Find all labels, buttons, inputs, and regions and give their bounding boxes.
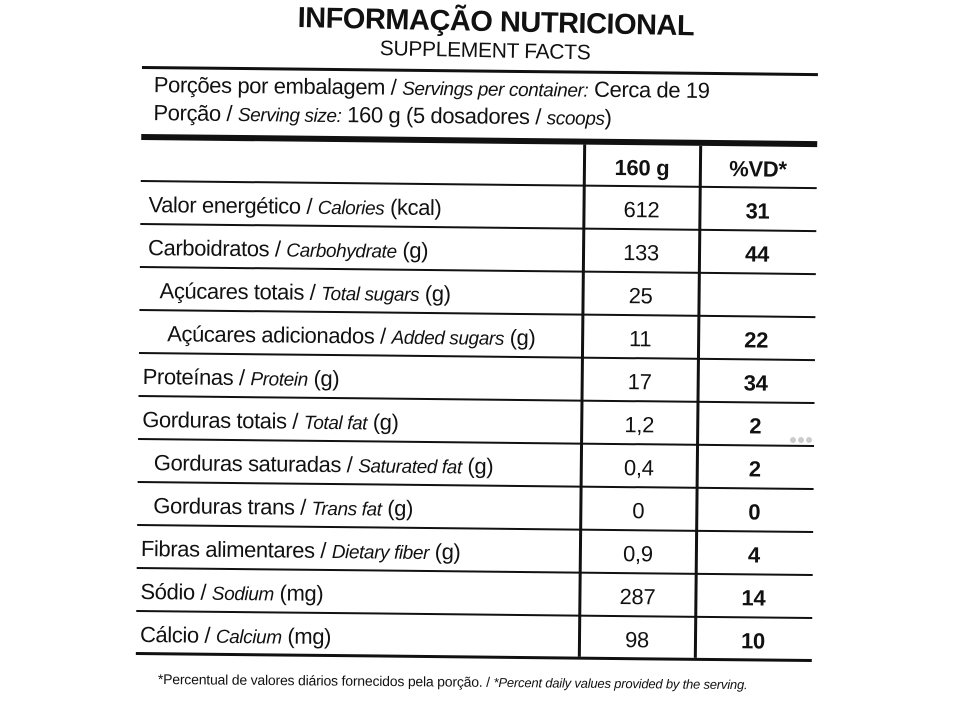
nutrition-facts-panel: Porções por embalagem / Servings per con… (135, 64, 818, 671)
label-unit: (g) (366, 409, 399, 435)
row-amount: 25 (628, 283, 653, 309)
label-en: Trans fat (311, 498, 382, 521)
serving-size-en: Serving size: (237, 105, 342, 128)
label-en: Total fat (303, 412, 368, 435)
label-unit: (g) (428, 539, 461, 565)
row-amount: 287 (619, 584, 656, 610)
row-label: Açúcares totais / Total sugars (g) (159, 278, 450, 307)
row-label: Sódio / Sodium (mg) (140, 579, 323, 607)
row-label: Gorduras totais / Total fat (g) (142, 407, 399, 436)
label-pt: Açúcares totais / (159, 278, 322, 305)
row-dv: 10 (740, 628, 766, 654)
row-amount: 0 (632, 498, 645, 524)
label-pt: Gorduras totais / (142, 407, 304, 434)
label-unit: (mg) (281, 623, 332, 650)
row-amount: 133 (623, 240, 660, 266)
label-pt: Proteínas / (142, 364, 251, 391)
row-label: Fibras alimentares / Dietary fiber (g) (141, 536, 461, 565)
row-amount: 0,9 (622, 541, 653, 567)
row-amount: 0,4 (623, 455, 654, 481)
row-label: Cálcio / Calcium (mg) (140, 622, 331, 650)
label-unit: (kcal) (384, 194, 442, 221)
label-unit: (g) (381, 495, 414, 521)
row-dv: 31 (745, 198, 770, 224)
row-dv (702, 284, 812, 285)
row-dv: 44 (744, 241, 770, 267)
label-unit: (g) (419, 280, 451, 307)
speckle-mark (790, 430, 850, 443)
serving-size: Porção / Serving size: 160 g (5 dosadore… (153, 100, 611, 131)
label-pt: Gorduras saturadas / (153, 450, 359, 478)
footnote: *Percentual de valores diários fornecido… (158, 669, 828, 696)
row-dv: 14 (741, 585, 766, 611)
row-amount: 11 (628, 326, 652, 352)
nutrition-subtitle: SUPPLEMENT FACTS (379, 37, 591, 65)
servings-per-container-pt: Porções por embalagem / (153, 72, 403, 100)
label-pt: Açúcares adicionados / (167, 321, 392, 349)
label-unit: (g) (503, 324, 536, 351)
label-en: Sodium (211, 583, 274, 606)
row-amount: 98 (624, 627, 650, 653)
nutrition-title: INFORMAÇÃO NUTRICIONAL (297, 2, 695, 43)
label-unit: (g) (307, 365, 340, 392)
row-amount: 17 (627, 369, 652, 395)
column-header-amount: 160 g (614, 154, 670, 181)
row-dv: 4 (747, 542, 760, 568)
row-label: Gorduras saturadas / Saturated fat (g) (154, 450, 494, 480)
servings-per-container-value: Cerca de 19 (588, 76, 710, 103)
row-label: Proteínas / Protein (g) (143, 364, 340, 392)
row-amount: 1,2 (624, 412, 655, 438)
serving-size-value-a: 160 g (5 dosadores / (341, 102, 547, 130)
row-label: Valor energético / Calories (kcal) (148, 192, 441, 221)
label-pt: Fibras alimentares / (140, 536, 332, 564)
row-amount: 612 (623, 197, 660, 223)
footnote-separator: / (482, 673, 494, 690)
label-unit: (g) (461, 453, 494, 479)
serving-size-value-b: ) (604, 104, 612, 130)
row-dv: 2 (748, 456, 761, 482)
servings-per-container-en: Servings per container: (402, 78, 589, 102)
label-unit: (g) (396, 237, 429, 264)
serving-size-value-en: scoops (546, 108, 605, 130)
label-en: Total sugars (321, 283, 420, 306)
label-pt: Gorduras trans / (153, 493, 312, 520)
row-label: Carboidratos / Carbohydrate (g) (148, 235, 428, 264)
column-header-dv: %VD* (729, 156, 787, 182)
label-en: Dietary fiber (331, 542, 430, 565)
row-dv: 22 (744, 327, 769, 353)
servings-per-container: Porções por embalagem / Servings per con… (154, 72, 710, 104)
label-en: Carbohydrate (286, 240, 397, 263)
label-en: Saturated fat (358, 456, 462, 479)
label-en: Protein (250, 369, 308, 391)
label-en: Calories (317, 197, 385, 220)
row-dv: 0 (748, 499, 761, 525)
footnote-pt: *Percentual de valores diários fornecido… (157, 670, 483, 690)
label-pt: Sódio / (140, 579, 213, 605)
label-pt: Valor energético / (148, 192, 318, 219)
label-pt: Carboidratos / (147, 235, 287, 262)
row-label: Açúcares adicionados / Added sugars (g) (167, 321, 536, 351)
label-en: Calcium (215, 626, 282, 649)
row-dv: 34 (743, 370, 768, 396)
row-label: Gorduras trans / Trans fat (g) (153, 493, 413, 522)
label-pt: Cálcio / (139, 622, 217, 648)
footnote-en: *Percent daily values provided by the se… (493, 674, 748, 693)
label-unit: (mg) (273, 580, 324, 606)
label-en: Added sugars (391, 327, 505, 350)
serving-size-pt: Porção / (153, 100, 239, 127)
